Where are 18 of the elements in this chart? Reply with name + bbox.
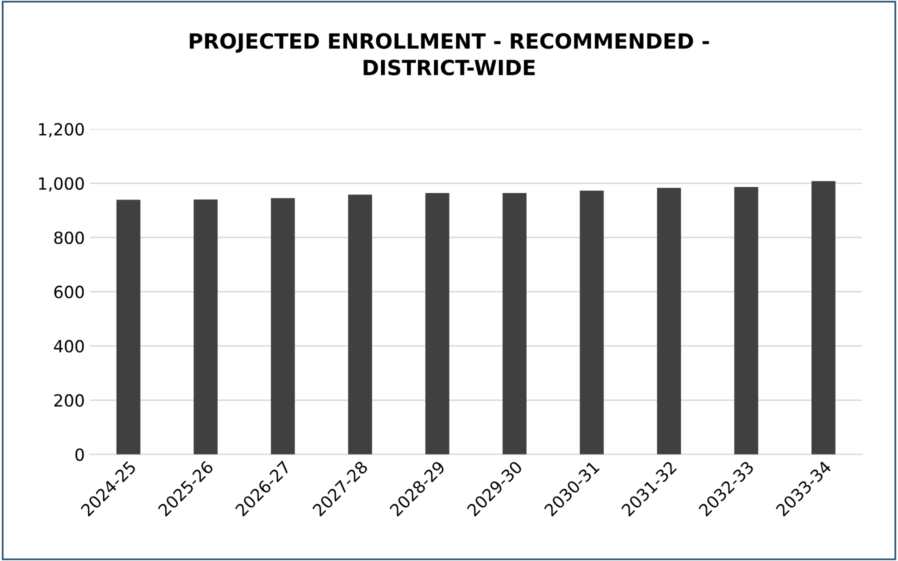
y-tick-label: 200 xyxy=(54,394,84,407)
bar xyxy=(348,194,372,454)
chart-title: PROJECTED ENROLLMENT - RECOMMENDED - DISTRICT-WIDE xyxy=(190,33,709,76)
bar xyxy=(270,198,295,454)
y-tick-label: 800 xyxy=(54,231,84,244)
y-tick-label: 0 xyxy=(75,448,84,461)
bar xyxy=(811,181,836,454)
bar xyxy=(502,193,527,454)
y-tick-label: 1,200 xyxy=(39,122,84,138)
bar xyxy=(734,187,758,454)
bar xyxy=(116,200,140,454)
y-tick-label: 600 xyxy=(54,286,84,298)
bar xyxy=(657,188,681,454)
y-tick-label: 400 xyxy=(54,340,84,353)
bar xyxy=(580,190,604,454)
y-tick-label: 1,000 xyxy=(39,177,84,192)
bar xyxy=(194,200,218,454)
bar xyxy=(425,193,450,454)
